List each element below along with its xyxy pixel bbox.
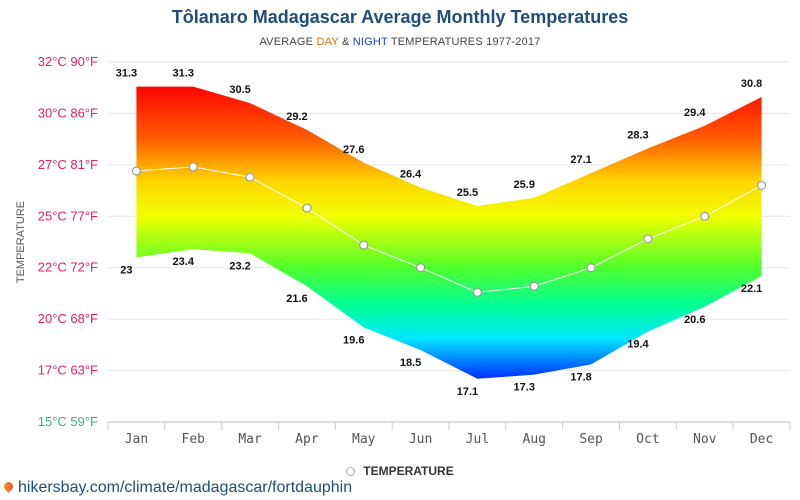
y-tick-label: 17°C 63°F [38,363,98,378]
day-value-label: 26.4 [400,168,422,180]
day-value-label: 29.4 [684,107,706,119]
x-tick-label: Oct [636,432,659,447]
night-value-label: 17.3 [514,382,535,394]
night-value-label: 21.6 [286,293,307,305]
average-temperature-point[interactable] [529,281,539,291]
average-temperature-point[interactable] [643,234,653,244]
y-tick-label: 20°C 68°F [38,311,98,326]
temperature-chart: 15°C 59°F 17°C 63°F 20°C 68°F 22°C 72°F 25°C… [15,54,791,447]
y-axis-title: TEMPERATURE [15,201,27,283]
average-temperature-point[interactable] [472,287,483,297]
chart-subtitle: AVERAGE DAY & NIGHT TEMPERATURES 1977-20… [0,36,800,48]
subtitle-night: NIGHT [352,36,388,48]
y-tick-label: 32°C 90°F [38,54,98,69]
average-temperature-point[interactable] [245,172,255,182]
legend-marker-icon [346,467,356,476]
day-value-label: 29.2 [286,111,307,123]
x-tick-label: Mar [238,432,262,447]
subtitle-suffix: TEMPERATURES 1977-2017 [387,36,541,48]
night-value-label: 19.4 [627,338,649,350]
x-tick-label: Jul [466,432,489,447]
night-value-label: 23.4 [173,256,195,268]
subtitle-day: DAY [316,36,339,48]
day-value-label: 27.1 [570,154,591,166]
day-value-label: 25.5 [457,187,478,199]
location-pin-icon [2,480,15,493]
average-temperature-point[interactable] [359,240,369,250]
day-value-label: 25.9 [514,179,535,191]
average-temperature-point[interactable] [700,211,710,221]
y-tick-label: 30°C 86°F [38,105,98,120]
legend-label: TEMPERATURE [363,464,454,478]
night-value-label: 17.8 [570,371,591,383]
night-value-label: 18.5 [400,357,421,369]
day-value-label: 28.3 [627,129,648,141]
x-tick-label: Jun [409,432,432,447]
x-tick-label: Aug [523,432,546,447]
x-tick-label: May [352,432,376,447]
average-temperature-line [136,166,762,293]
x-tick-label: Jan [125,432,148,447]
night-value-label: 22.1 [741,283,762,295]
average-temperature-point[interactable] [131,166,142,176]
average-temperature-point[interactable] [756,180,767,191]
x-tick-label: Sep [579,432,603,447]
x-tick-label: Nov [693,432,717,447]
chart-title: Tôlanaro Madagascar Average Monthly Temp… [171,7,629,27]
source-link[interactable]: hikersbay.com/climate/madagascar/fortdau… [2,479,353,497]
average-temperature-point[interactable] [302,203,312,213]
x-tick-label: Feb [182,432,206,447]
night-value-label: 23 [120,264,132,276]
day-value-label: 31.3 [173,68,194,80]
night-value-label: 17.1 [457,386,478,398]
day-value-label: 30.5 [229,84,250,96]
source-url: hikersbay.com/climate/madagascar/fortdau… [18,479,353,496]
average-temperature-point[interactable] [586,263,596,273]
chart-legend[interactable]: TEMPERATURE [0,464,800,478]
subtitle-mid: & [338,36,353,48]
day-value-label: 31.3 [116,68,137,80]
x-tick-label: Apr [295,432,319,447]
average-temperature-point[interactable] [188,162,198,172]
night-value-label: 19.6 [343,334,364,346]
day-value-label: 27.6 [343,144,364,156]
y-tick-label: 22°C 72°F [38,260,98,275]
average-temperature-point[interactable] [415,263,426,273]
y-tick-label: 15°C 59°F [38,414,98,429]
night-value-label: 23.2 [229,260,250,272]
x-tick-label: Dec [750,432,773,447]
night-value-label: 20.6 [684,314,705,326]
day-value-label: 30.8 [741,78,762,90]
y-tick-label: 25°C 77°F [38,208,98,223]
y-tick-label: 27°C 81°F [38,157,98,172]
temperature-band-area [136,86,762,379]
subtitle-prefix: AVERAGE [259,36,317,48]
